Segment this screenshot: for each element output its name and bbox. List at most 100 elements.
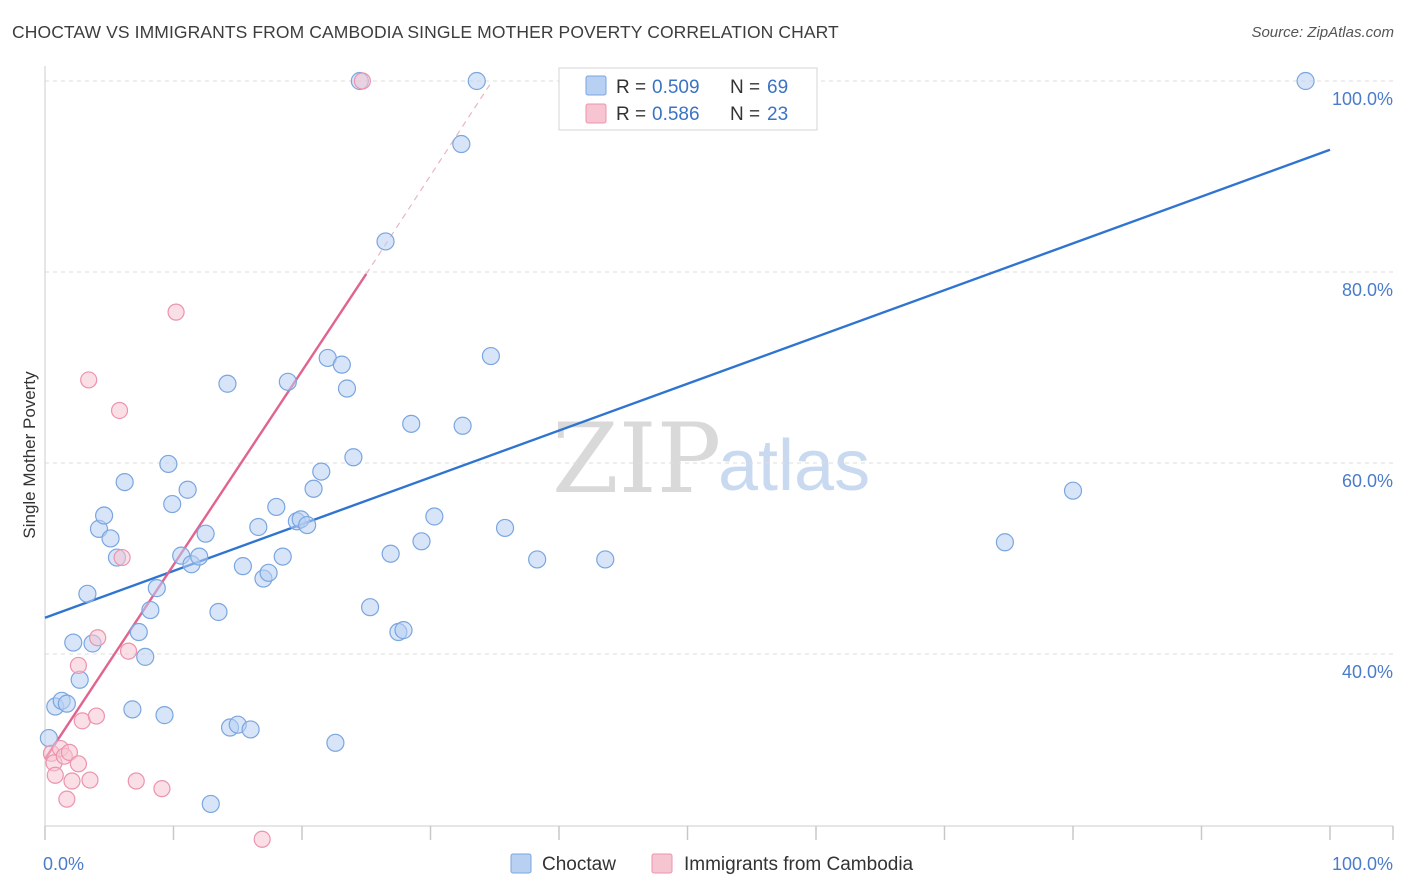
series-legend: Choctaw Immigrants from Cambodia [510, 853, 914, 875]
choctaw-point [233, 557, 252, 576]
choctaw-point [178, 480, 197, 499]
choctaw-point [241, 720, 260, 739]
choctaw-point [190, 547, 209, 566]
cambodia-point [69, 755, 88, 773]
choctaw-point [394, 621, 413, 640]
choctaw-point [115, 473, 134, 492]
legend-r-label: R = [616, 104, 646, 125]
cambodia-point [69, 656, 88, 675]
cambodia-point [89, 629, 107, 647]
legend-r-value: 0.586 [652, 104, 700, 125]
cambodia-point [127, 772, 145, 790]
cambodia-point [353, 72, 371, 90]
choctaw-point [1063, 481, 1083, 500]
choctaw-point [163, 494, 182, 514]
y-tick-label: 100.0% [1332, 89, 1393, 109]
choctaw-point [101, 529, 120, 548]
y-axis-label: Single Mother Poverty [20, 371, 39, 539]
choctaw-point [209, 602, 228, 622]
choctaw-point [495, 518, 515, 538]
choctaw-point [201, 794, 220, 814]
correlation-legend: R = 0.509 N = 69 R = 0.586 N = 23 [558, 67, 818, 131]
tick-labels: 40.0% 60.0% 80.0% 100.0% 0.0% 100.0% [43, 89, 1393, 874]
y-tick-label: 60.0% [1342, 471, 1393, 491]
choctaw-point [304, 479, 323, 498]
choctaw-point [337, 379, 357, 398]
cambodia-point [110, 401, 129, 420]
legend-n-label: N = [730, 77, 760, 98]
choctaw-point [159, 454, 178, 474]
choctaw-point [298, 515, 317, 535]
bottom-legend-choctaw: Choctaw [542, 854, 616, 875]
choctaw-point [453, 416, 472, 435]
choctaw-point [64, 633, 83, 652]
cambodia-point [119, 642, 138, 660]
bottom-legend-swatch-cambodia [651, 853, 673, 874]
cambodia-point [46, 766, 64, 784]
choctaw-point [528, 550, 547, 569]
choctaw-point [218, 374, 237, 393]
choctaw-point [57, 694, 76, 713]
choctaw-point [155, 706, 174, 725]
legend-n-value: 23 [767, 104, 788, 125]
chart-title: CHOCTAW VS IMMIGRANTS FROM CAMBODIA SING… [12, 22, 839, 42]
choctaw-point [412, 532, 431, 551]
choctaw-point [481, 346, 500, 366]
legend-swatch-choctaw [585, 75, 607, 96]
axes [44, 66, 1394, 840]
choctaw-point [361, 598, 380, 617]
cambodia-point [253, 830, 271, 848]
choctaw-point [267, 497, 286, 517]
cambodia-point [113, 548, 131, 567]
cambodia-point [58, 790, 76, 808]
choctaw-point [95, 506, 114, 525]
choctaw-point [196, 524, 215, 543]
legend-r-value: 0.509 [652, 77, 700, 98]
y-tick-label: 80.0% [1342, 280, 1393, 300]
source-label: Source: ZipAtlas.com [1251, 24, 1394, 41]
choctaw-point [425, 507, 444, 526]
choctaw-point [332, 355, 351, 374]
cambodia-point [63, 772, 81, 790]
cambodia-point [60, 743, 79, 761]
choctaw-point [326, 733, 345, 752]
choctaw-point [381, 544, 400, 563]
legend-r-label: R = [616, 77, 646, 98]
choctaw-point [259, 563, 278, 582]
watermark-zip: ZIP [552, 403, 721, 515]
x-tick-label: 100.0% [1332, 854, 1393, 874]
legend-swatch-cambodia [585, 103, 607, 124]
choctaw-point [452, 134, 471, 154]
choctaw-point [278, 372, 297, 391]
cambodia-point [81, 771, 99, 789]
choctaw-point [312, 462, 331, 481]
x-tick-label: 0.0% [43, 854, 84, 874]
legend-n-value: 69 [767, 77, 788, 98]
choctaw-trend-line [44, 148, 1331, 619]
y-tick-label: 40.0% [1342, 662, 1393, 682]
choctaw-point [596, 550, 615, 569]
cambodia-point [80, 371, 98, 389]
cambodia-trend-line [43, 273, 368, 760]
cambodia-point [167, 303, 185, 321]
choctaw-point [995, 533, 1014, 552]
cambodia-point [153, 780, 171, 798]
grid-lines [45, 80, 1393, 655]
cambodia-point [87, 707, 106, 725]
choctaw-point [1296, 71, 1315, 91]
choctaw-point [376, 232, 395, 251]
choctaw-point [467, 71, 486, 91]
bottom-legend-cambodia: Immigrants from Cambodia [684, 854, 914, 875]
choctaw-point [141, 600, 160, 620]
choctaw-point [402, 414, 421, 433]
choctaw-point [123, 700, 142, 719]
choctaw-point [78, 584, 97, 603]
choctaw-point [273, 547, 292, 566]
legend-n-label: N = [730, 104, 760, 125]
choctaw-point [147, 579, 166, 598]
bottom-legend-swatch-choctaw [510, 853, 532, 874]
choctaw-point [344, 448, 363, 467]
choctaw-point [249, 517, 268, 537]
choctaw-point [129, 622, 148, 642]
